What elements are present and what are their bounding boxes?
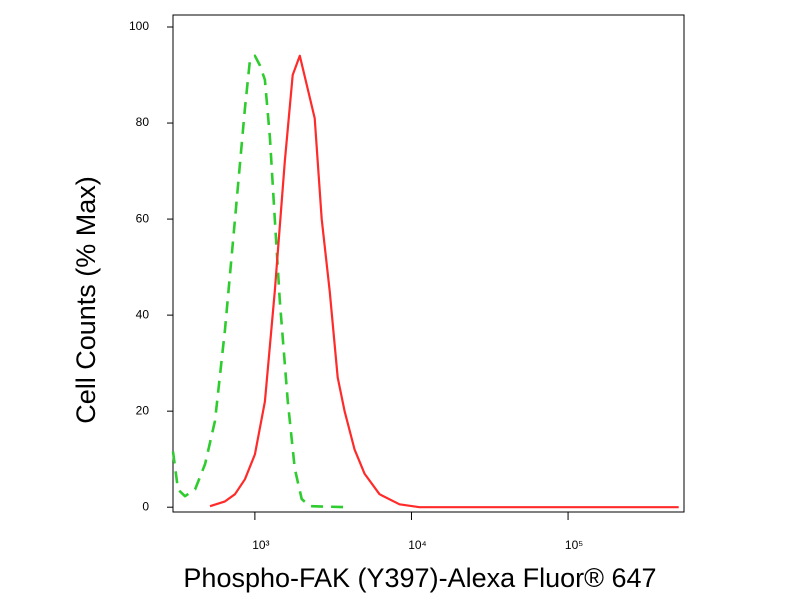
x-tick-label: 10⁴: [408, 538, 427, 552]
plot-frame: [172, 14, 685, 513]
y-tick-label: 100: [129, 19, 149, 33]
x-tick-label: 10⁵: [565, 538, 583, 552]
y-tick-label: 40: [136, 307, 150, 321]
series-line: [171, 54, 350, 509]
y-axis-title: Cell Counts (% Max): [71, 176, 101, 424]
y-tick-label: 0: [142, 499, 149, 513]
y-tick-label: 80: [136, 115, 150, 129]
series-line: [209, 54, 679, 509]
x-axis-title: Phospho-FAK (Y397)-Alexa Fluor® 647: [183, 563, 656, 593]
y-tick-label: 20: [136, 403, 150, 417]
x-tick-label: 10³: [252, 538, 269, 552]
y-tick-label: 60: [136, 211, 150, 225]
